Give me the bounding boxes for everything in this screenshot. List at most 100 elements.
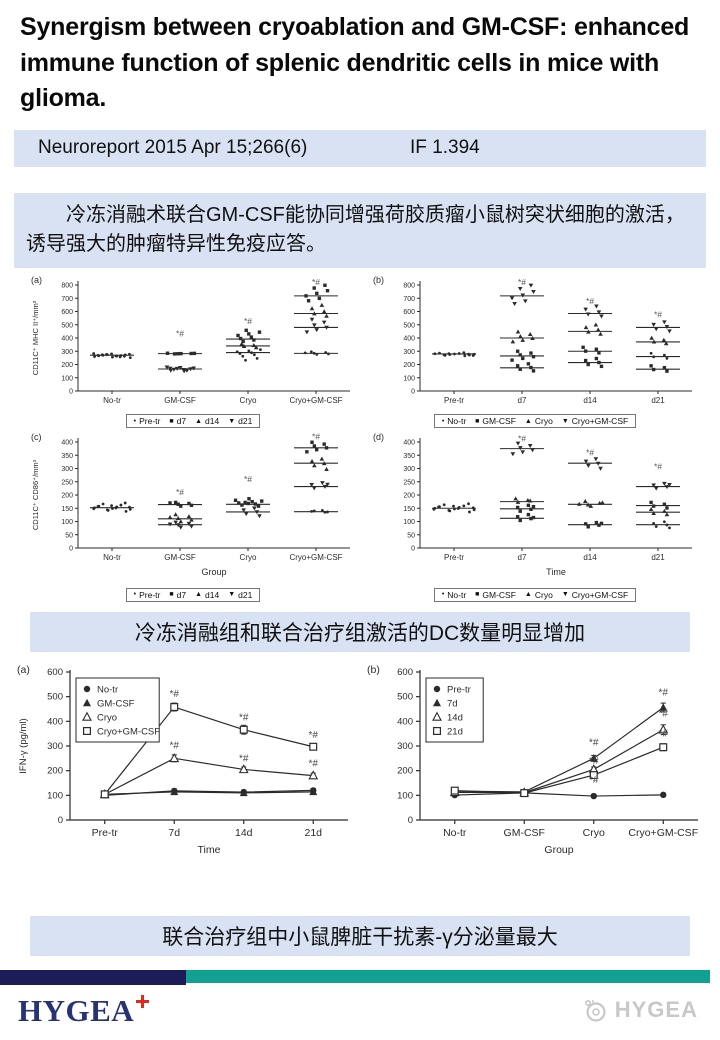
scatter-cluster — [158, 351, 202, 356]
scatter-cluster — [500, 328, 544, 343]
svg-text:200: 200 — [61, 493, 73, 500]
svg-text:No-tr: No-tr — [103, 553, 121, 562]
svg-text:200: 200 — [403, 362, 415, 369]
svg-text:100: 100 — [61, 519, 73, 526]
watermark: HYGEA — [581, 996, 698, 1024]
footer-stripe-navy — [0, 969, 186, 985]
svg-text:Cryo+GM-CSF: Cryo+GM-CSF — [289, 396, 342, 405]
svg-text:GM-CSF: GM-CSF — [97, 698, 135, 709]
scatter-cluster — [226, 497, 270, 508]
svg-text:*#: *# — [312, 431, 320, 441]
svg-text:200: 200 — [397, 765, 413, 776]
svg-text:21d: 21d — [304, 827, 322, 839]
svg-text:*#: *# — [586, 296, 594, 306]
scatter-cluster — [500, 512, 544, 523]
svg-text:600: 600 — [47, 667, 63, 678]
scatter-cluster — [226, 506, 270, 519]
svg-text:350: 350 — [403, 453, 415, 460]
svg-text:d7: d7 — [518, 553, 527, 562]
svg-text:*#: *# — [518, 433, 526, 443]
svg-text:100: 100 — [397, 790, 413, 801]
svg-text:7d: 7d — [447, 698, 458, 709]
svg-text:*#: *# — [312, 277, 320, 287]
svg-text:200: 200 — [403, 493, 415, 500]
svg-text:100: 100 — [403, 519, 415, 526]
svg-text:300: 300 — [397, 741, 413, 752]
scatter-cluster — [500, 283, 544, 306]
figure-dc-scatter-panels: 0 100 200 300 400 500 600 700 800 No-tr GM-CSF Cryo… — [22, 273, 706, 602]
svg-text:21d: 21d — [447, 726, 463, 737]
figure-ifn-line-charts: 0 100 200 300 400 500 600 Pre-tr 7d 14d 21d Time IFN… — [14, 660, 712, 872]
svg-text:*#: *# — [309, 730, 319, 741]
svg-text:d21: d21 — [651, 396, 665, 405]
legend-item: ▼ Cryo+GM-CSF — [561, 416, 629, 426]
svg-text:Cryo+GM-CSF: Cryo+GM-CSF — [628, 827, 698, 839]
svg-text:Pre-tr: Pre-tr — [92, 827, 119, 839]
svg-text:(b): (b) — [367, 664, 380, 676]
svg-text:700: 700 — [61, 295, 73, 302]
svg-text:100: 100 — [61, 375, 73, 382]
red-cross-icon — [136, 994, 150, 1008]
svg-text:300: 300 — [403, 466, 415, 473]
hygea-logo-text: HYGEA — [18, 992, 135, 1028]
scatter-cluster — [158, 520, 202, 530]
svg-text:Time: Time — [198, 844, 221, 856]
scatter-cluster — [636, 520, 680, 530]
svg-text:0: 0 — [411, 546, 415, 553]
svg-text:300: 300 — [61, 348, 73, 355]
svg-text:Group: Group — [201, 567, 226, 577]
scatter-cluster — [158, 512, 202, 524]
scatter-cluster — [500, 349, 544, 362]
svg-text:Cryo+GM-CSF: Cryo+GM-CSF — [289, 553, 342, 562]
scatter-cluster — [568, 321, 612, 336]
scatter-cluster — [226, 347, 270, 362]
scatter-cluster — [158, 500, 202, 508]
svg-text:*#: *# — [239, 712, 249, 723]
chart-legend-d: • No-tr ■ GM-CSF ▲ Cryo ▼ Cryo+GM-CSF — [433, 583, 637, 602]
page-title: Synergism between cryoablation and GM-CS… — [20, 13, 690, 112]
svg-text:400: 400 — [61, 335, 73, 342]
scatter-cluster — [158, 364, 202, 373]
footer-stripe-teal — [186, 969, 710, 983]
caption-dc-bar: 冷冻消融组和联合治疗组激活的DC数量明显增加 — [30, 611, 690, 652]
svg-text:(c): (c) — [31, 432, 42, 442]
scatter-cluster — [500, 503, 544, 513]
series-Cryo+GM-CSF — [100, 702, 318, 798]
svg-text:CD11C⁺ MHC II⁺/mm³: CD11C⁺ MHC II⁺/mm³ — [31, 300, 40, 375]
legend-item: • No-tr — [441, 589, 467, 600]
scatter-cluster — [90, 501, 134, 513]
scatter-cluster — [568, 499, 612, 508]
scatter-cluster — [294, 302, 338, 318]
svg-text:*#: *# — [659, 708, 669, 719]
svg-text:50: 50 — [407, 532, 415, 539]
svg-text:*#: *# — [654, 462, 662, 472]
scatter-cluster — [636, 481, 680, 491]
svg-text:600: 600 — [397, 667, 413, 678]
legend-item: ▲ d14 — [195, 589, 220, 600]
svg-text:d7: d7 — [518, 396, 527, 405]
footer-stripes — [0, 969, 720, 985]
legend-item: ▼ d21 — [228, 416, 253, 426]
svg-text:*#: *# — [170, 740, 180, 751]
svg-text:50: 50 — [65, 532, 73, 539]
triangle-down-marker-icon: ▼ — [228, 591, 236, 598]
legend-item: ▼ d21 — [228, 589, 253, 600]
svg-text:d21: d21 — [651, 553, 665, 562]
scatter-cluster — [294, 508, 338, 514]
scatter-cluster — [636, 351, 680, 360]
triangle-down-marker-icon: ▼ — [561, 591, 569, 598]
svg-text:500: 500 — [403, 322, 415, 329]
svg-text:0: 0 — [408, 815, 413, 826]
svg-text:(a): (a) — [31, 275, 42, 285]
legend-item: ▼ Cryo+GM-CSF — [561, 589, 629, 600]
scatter-cluster — [432, 350, 476, 357]
legend-item: ■ GM-CSF — [475, 589, 516, 600]
triangle-down-marker-icon: ▼ — [561, 417, 569, 425]
square-marker-icon: ■ — [169, 591, 174, 598]
triangle-up-marker-icon: ▲ — [195, 591, 203, 598]
scatter-cluster — [90, 351, 134, 359]
svg-text:(b): (b) — [373, 275, 384, 285]
abstract-text: 冷冻消融术联合GM-CSF能协同增强荷胶质瘤小鼠树突状细胞的激活，诱导强大的肿瘤… — [26, 203, 685, 255]
svg-text:300: 300 — [403, 348, 415, 355]
chart-legend-c: • Pre-tr ■ d7 ▲ d14 ▼ d21 — [125, 583, 261, 602]
